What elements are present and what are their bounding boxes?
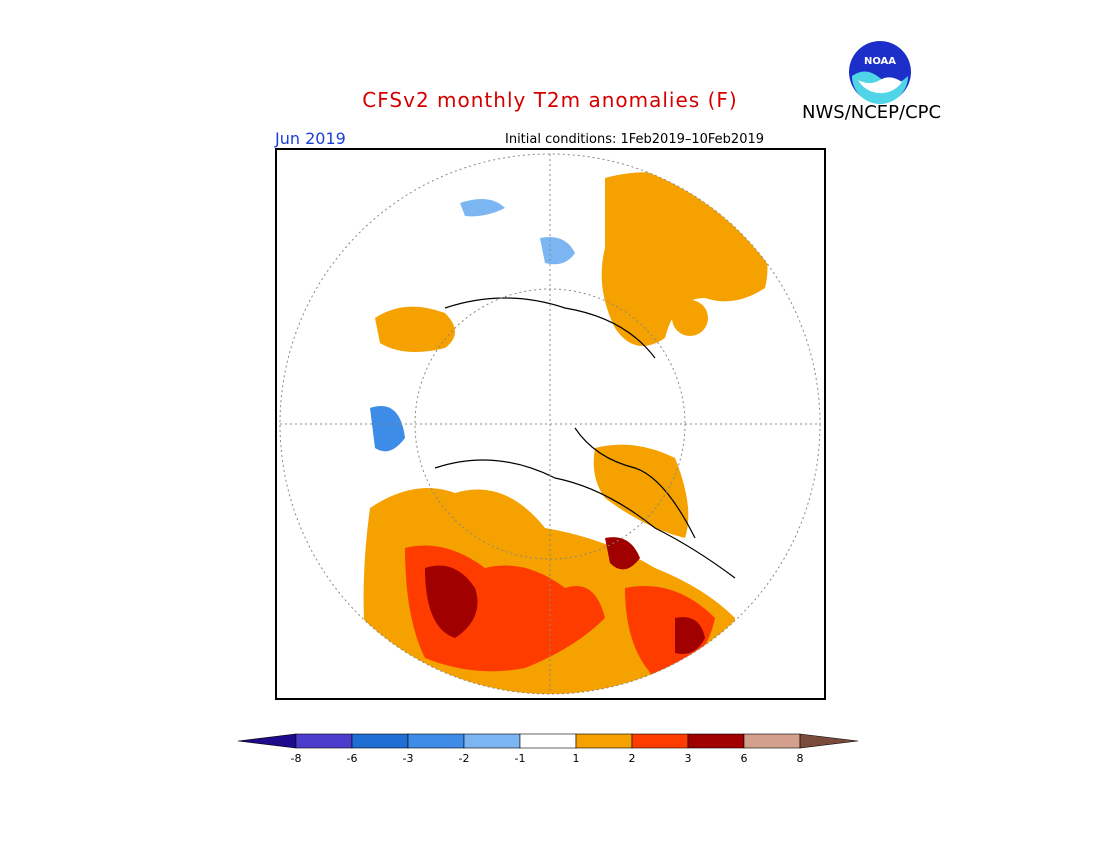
- polar-anomaly-map: [275, 148, 826, 700]
- colorbar-box: [407, 733, 465, 749]
- colorbar-tick-label: -2: [458, 752, 470, 765]
- colorbar-box: [631, 733, 689, 749]
- colorbar-tick-label: 1: [572, 752, 580, 765]
- anomaly-cool-west: [370, 406, 405, 452]
- initial-conditions: Initial conditions: 1Feb2019–10Feb2019: [505, 132, 765, 147]
- coastline: [444, 297, 656, 359]
- agency-label: NWS/NCEP/CPC: [802, 102, 942, 123]
- colorbar-arrow-right: [799, 733, 859, 749]
- colorbar-box: [575, 733, 633, 749]
- coastline: [434, 459, 736, 579]
- colorbar-box: [743, 733, 801, 749]
- colorbar-tick-label: -3: [402, 752, 414, 765]
- colorbar-box: [295, 733, 353, 749]
- colorbar-box: [351, 733, 409, 749]
- svg-text:NOAA: NOAA: [864, 56, 896, 67]
- colorbar: [238, 733, 859, 749]
- colorbar-arrow-left: [238, 733, 297, 749]
- colorbar-box: [463, 733, 521, 749]
- colorbar-tick-label: 3: [684, 752, 692, 765]
- forecast-month: Jun 2019: [275, 129, 346, 148]
- colorbar-tick-label: 8: [796, 752, 804, 765]
- anomaly-extreme-3: [605, 537, 640, 570]
- colorbar-tick-label: 2: [628, 752, 636, 765]
- anomaly-extreme-2: [675, 617, 705, 654]
- coastline: [574, 427, 696, 539]
- colorbar-tick-label: -6: [346, 752, 358, 765]
- anomaly-warm-greenland: [593, 444, 689, 538]
- anomaly-extreme-1: [425, 565, 478, 638]
- colorbar-box: [519, 733, 577, 749]
- colorbar-box: [687, 733, 745, 749]
- anomaly-warm-pacific: [375, 306, 455, 352]
- colorbar-tick-label: -1: [514, 752, 526, 765]
- colorbar-tick-label: -8: [290, 752, 302, 765]
- noaa-logo-icon: NOAA: [849, 41, 911, 104]
- colorbar-tick-label: 6: [740, 752, 748, 765]
- anomaly-cool-small: [460, 199, 505, 217]
- chart-title: CFSv2 monthly T2m anomalies (F): [362, 88, 738, 112]
- anomaly-cool-north: [540, 237, 575, 265]
